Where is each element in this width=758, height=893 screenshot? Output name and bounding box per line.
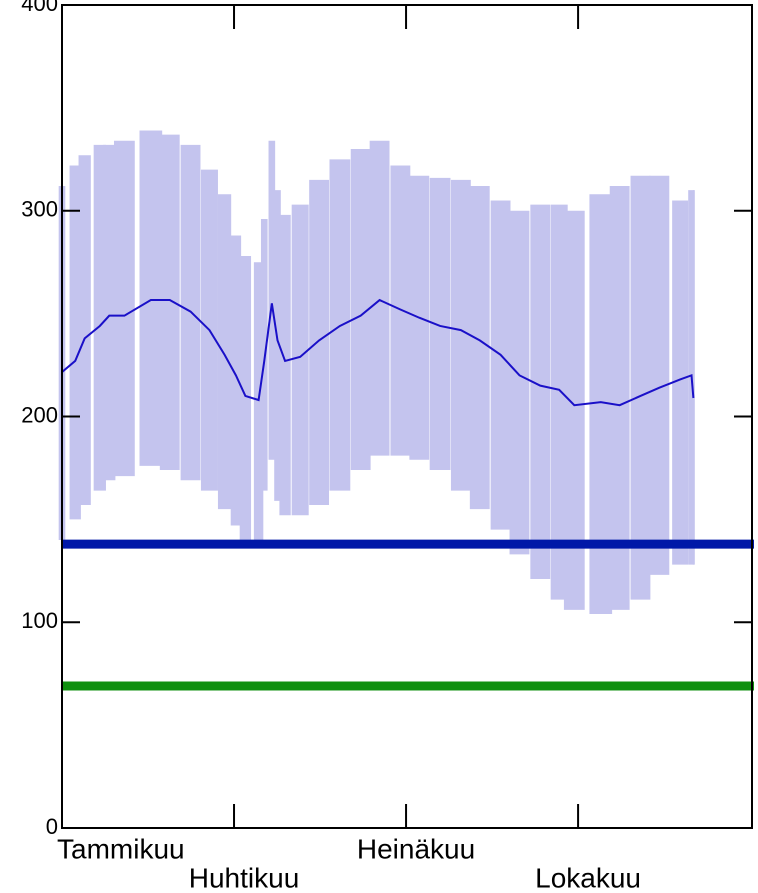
mean-line (61, 298, 695, 407)
x-tick-label: Huhtikuu (189, 862, 300, 893)
x-tick-label: Heinäkuu (357, 833, 475, 864)
x-tick-label: Lokakuu (535, 862, 641, 893)
y-tick-label: 200 (21, 402, 58, 427)
y-tick-label: 300 (21, 197, 58, 222)
y-tick-label: 400 (21, 0, 58, 16)
y-tick-label: 0 (46, 814, 58, 839)
x-tick-label: Tammikuu (57, 833, 185, 864)
y-tick-label: 100 (21, 608, 58, 633)
